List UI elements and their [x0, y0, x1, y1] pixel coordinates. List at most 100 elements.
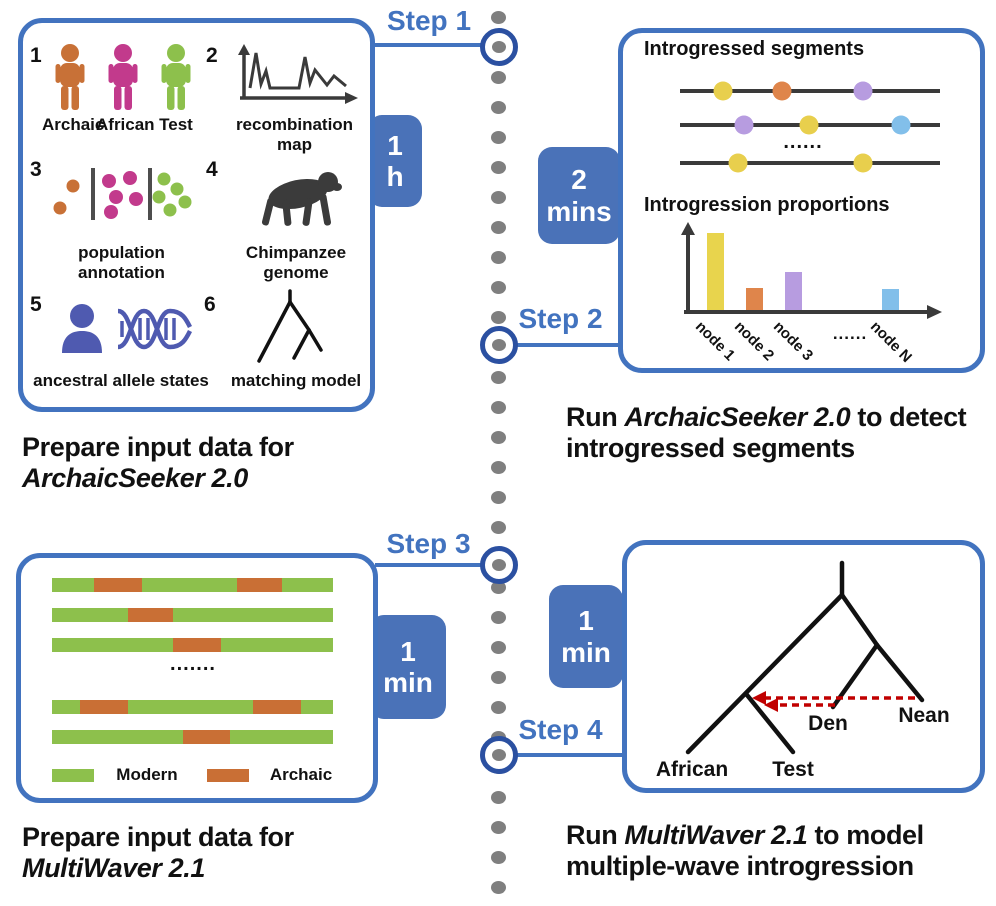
- legend-archaic-label: Archaic: [269, 765, 333, 784]
- person-icons: [55, 44, 191, 110]
- timeline-dot: [491, 881, 506, 894]
- chart-ellipsis: ......: [832, 324, 868, 343]
- archaic-segment: [237, 578, 283, 592]
- label-recombination-map: recombination map: [235, 115, 354, 154]
- genome-bar: [52, 578, 333, 592]
- segments-ellipsis: ......: [783, 131, 823, 153]
- arrow-from-den: [764, 698, 778, 712]
- step4-circle: [480, 736, 518, 774]
- proportion-bar: [746, 288, 763, 312]
- badge-1min-right-value: 1: [578, 605, 594, 637]
- label-test: Test: [159, 115, 193, 134]
- segment-dot: [799, 115, 819, 135]
- timeline-dot: [491, 131, 506, 144]
- genome-bar: [52, 700, 333, 714]
- person-icon-african: [108, 44, 138, 110]
- label-chimpanzee-genome: Chimpanzee genome: [245, 243, 347, 282]
- timeline-dot: [491, 431, 506, 444]
- caption1-line2: ArchaicSeeker 2.0: [22, 463, 248, 493]
- badge-1h-unit: h: [386, 161, 404, 192]
- population-annotation-icon: [53, 168, 192, 220]
- item5-number: 5: [30, 293, 42, 316]
- archaic-segment: [252, 700, 301, 714]
- timeline-dot: [491, 71, 506, 84]
- proportion-bar: [882, 289, 899, 312]
- step4-circle-dot: [492, 749, 506, 761]
- introgressed-segments-title: Introgressed segments: [644, 38, 865, 60]
- genome-ellipsis: .......: [170, 653, 216, 675]
- tree-branches: [685, 560, 925, 755]
- recombination-map-icon: [238, 44, 358, 104]
- tree-label-nean: Nean: [898, 704, 949, 727]
- tree-label-den: Den: [808, 712, 848, 735]
- timeline-dot: [491, 821, 506, 834]
- person-icon-test: [161, 44, 191, 110]
- archaic-segment: [127, 608, 173, 622]
- timeline-dot: [491, 101, 506, 114]
- timeline-dot: [491, 371, 506, 384]
- dna-icon: [117, 308, 193, 350]
- label-matching-model: matching model: [230, 371, 362, 390]
- admixture-tree-graphic: Den Nean African Test: [656, 560, 950, 781]
- segment-dot: [891, 115, 911, 135]
- caption4-prefix: Run: [566, 820, 625, 850]
- genome-bar: [52, 638, 333, 652]
- genome-bar: [52, 608, 333, 622]
- timeline-dot: [491, 521, 506, 534]
- caption3-line2: MultiWaver 2.1: [22, 853, 205, 883]
- badge-1min-left-unit: min: [383, 667, 433, 698]
- caption1-line1: Prepare input data for: [22, 432, 294, 462]
- archaicseeker-output-panel: [618, 28, 985, 373]
- caption-run-multiwaver: Run MultiWaver 2.1 to model multiple-wav…: [566, 820, 924, 882]
- timeline-dot: [491, 791, 506, 804]
- genome-bar: [52, 730, 333, 744]
- multiwaver-input-panel: [16, 553, 378, 803]
- introgression-arrows: [752, 691, 915, 712]
- legend-modern-label: Modern: [116, 765, 178, 784]
- badge-1min-left-value: 1: [400, 635, 416, 667]
- step3-label: Step 3: [386, 528, 471, 559]
- item4-number: 4: [206, 158, 218, 181]
- archaic-segment: [80, 700, 128, 714]
- connector-step2: [517, 343, 620, 347]
- ancestral-allele-icon: [62, 304, 193, 353]
- segment-dot: [772, 81, 792, 101]
- segment-dot: [728, 153, 748, 173]
- timeline-dot: [491, 851, 506, 864]
- archaic-segment: [94, 578, 142, 592]
- legend-archaic-swatch: [207, 769, 249, 782]
- genome-bars: [30, 565, 355, 795]
- timeline-dot: [491, 281, 506, 294]
- caption4-line2: multiple-wave introgression: [566, 851, 914, 881]
- label-population-annotation: population annotation: [78, 243, 165, 282]
- caption2-suffix: to detect: [850, 402, 967, 432]
- item2-number: 2: [206, 44, 218, 67]
- timeline-dot: [491, 701, 506, 714]
- badge-2mins-value: 2: [571, 164, 587, 196]
- badge-1min-right: 1 min: [549, 585, 623, 688]
- timeline-dot: [491, 251, 506, 264]
- caption-run-archaicseeker: Run ArchaicSeeker 2.0 to detect introgre…: [566, 402, 967, 464]
- label-archaic: Archaic: [42, 115, 105, 134]
- admixture-tree-panel: [622, 540, 985, 793]
- badge-1h-value: 1: [387, 129, 403, 161]
- timeline-dot: [491, 191, 506, 204]
- badge-2mins-unit: mins: [546, 195, 612, 227]
- timeline-dot: [491, 11, 506, 24]
- badge-2mins: 2 mins: [538, 147, 620, 244]
- caption-prepare-multiwaver: Prepare input data for MultiWaver 2.1: [22, 822, 294, 884]
- caption2-program: ArchaicSeeker 2.0: [624, 402, 851, 432]
- item6-number: 6: [204, 293, 216, 316]
- archaic-segment: [182, 730, 231, 744]
- tree-label-test: Test: [772, 758, 814, 781]
- caption2-prefix: Run: [566, 402, 625, 432]
- x-axis-arrow: [927, 305, 942, 319]
- tree-label-african: African: [656, 758, 728, 781]
- caption4-program: MultiWaver 2.1: [624, 820, 808, 850]
- caption2-line2: introgressed segments: [566, 433, 855, 463]
- connector-step3: [375, 563, 482, 567]
- chimpanzee-icon: [261, 172, 342, 226]
- step2-circle: [480, 326, 518, 364]
- connector-step1: [375, 43, 482, 47]
- item1-number: 1: [30, 44, 42, 67]
